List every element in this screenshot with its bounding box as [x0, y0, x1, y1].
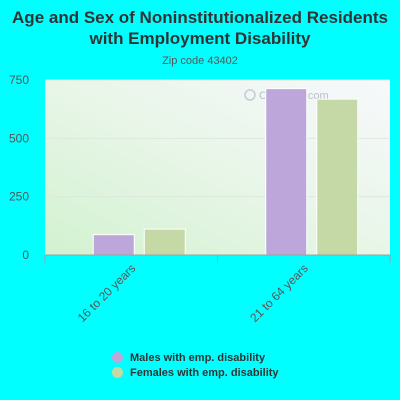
x-tick-label-21-64: 21 to 64 years: [247, 261, 311, 325]
y-tick-label-250: 250: [9, 190, 29, 204]
watermark-icon: [244, 89, 256, 101]
y-tick-label-750: 750: [9, 73, 29, 87]
y-tick-label-500: 500: [9, 131, 29, 145]
legend-label-females: Females with emp. disability: [130, 366, 279, 379]
chart-subtitle: Zip code 43402: [162, 55, 238, 67]
x-tick-label-16-20: 16 to 20 years: [75, 261, 139, 325]
legend-swatch-females: [112, 367, 123, 378]
chart-title: Age and Sex of Noninstitutionalized Resi…: [12, 8, 388, 48]
legend: Males with emp. disability Females with …: [112, 350, 279, 380]
bar-males-16-20: [92, 234, 135, 256]
y-tick-label-0: 0: [22, 248, 29, 262]
bar-females-16-20: [143, 228, 186, 256]
legend-item-females: Females with emp. disability: [112, 365, 279, 380]
bar-females-21-64: [316, 98, 359, 256]
bar-males-21-64: [265, 88, 308, 256]
legend-item-males: Males with emp. disability: [112, 350, 279, 365]
legend-label-males: Males with emp. disability: [130, 351, 266, 364]
legend-swatch-males: [112, 352, 123, 363]
